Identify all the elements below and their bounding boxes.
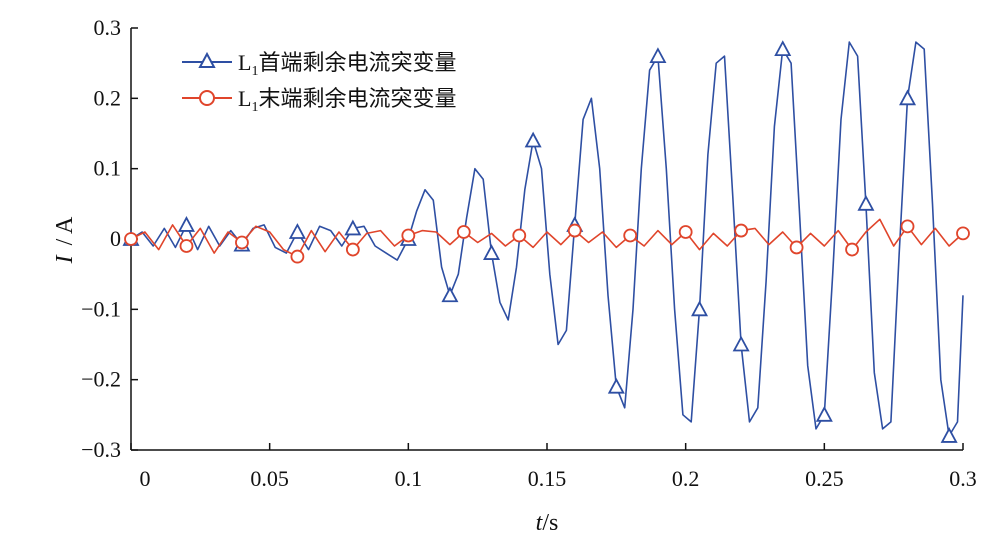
series-2-line xyxy=(130,218,964,258)
series-2-marker xyxy=(567,223,582,238)
series-1-marker xyxy=(288,223,306,239)
legend-2-rest: 末端剩余电流突变量 xyxy=(258,86,456,111)
series-1-marker xyxy=(483,244,501,260)
y-ticks: 0.3 0.2 0.1 0 −0.1 −0.2 −0.3 xyxy=(81,15,138,462)
series-1-marker xyxy=(899,89,917,106)
y-axis-unit: A xyxy=(52,216,78,234)
series-1-marker xyxy=(857,194,875,211)
plot-area: 0.30.20.10−0.1−0.2−0.3 0 0.05 0.1 0.15 0.2 0.… xyxy=(81,15,977,491)
series-1-marker xyxy=(815,405,833,422)
series-1-marker xyxy=(732,335,750,352)
y-axis-var: I xyxy=(52,254,78,264)
series-1-marker xyxy=(177,216,195,232)
x-axis-unit: s xyxy=(549,510,558,536)
series-layer xyxy=(122,40,970,443)
y-tick-label: 0.2 xyxy=(94,85,122,110)
legend-1-rest: 首端剩余电流突变量 xyxy=(258,50,456,75)
series-1-marker xyxy=(441,286,459,303)
series-2-marker xyxy=(900,219,915,234)
x-ticks: 0 0.05 0.1 0.15 0.2 0.25 0.3 xyxy=(130,443,977,491)
series-1-marker xyxy=(940,427,958,443)
x-axis-label: t/s xyxy=(536,510,559,536)
legend-entry-series-2: L1末端剩余电流突变量 xyxy=(182,86,456,115)
series-2-marker xyxy=(734,223,749,238)
legend-marker-triangle xyxy=(198,51,216,68)
legend-2-sub: 1 xyxy=(251,100,258,115)
x-tick-label: 0.3 xyxy=(949,466,977,491)
legend-label-series-2: L1末端剩余电流突变量 xyxy=(238,86,456,115)
y-axis-label: I / A xyxy=(52,216,78,264)
legend-marker-circle xyxy=(199,90,215,106)
x-axis-var: t xyxy=(536,510,544,536)
series-1-marker xyxy=(607,377,625,394)
y-tick-label: −0.2 xyxy=(81,367,121,392)
series-2-marker xyxy=(845,242,859,257)
series-1-marker xyxy=(774,40,792,56)
legend-1-sub: 1 xyxy=(251,64,258,79)
x-tick-label: 0.05 xyxy=(250,466,289,491)
series-2-marker xyxy=(124,232,138,246)
series-2-marker xyxy=(623,228,638,243)
series-1-marker xyxy=(524,131,542,148)
series-1-marker xyxy=(691,300,709,317)
series-2-marker xyxy=(456,225,471,239)
series-2-marker xyxy=(290,249,305,264)
series-2-marker xyxy=(512,228,527,243)
y-tick-label: −0.1 xyxy=(81,296,121,321)
y-tick-label: 0.1 xyxy=(94,156,122,181)
series-1-marker xyxy=(344,219,362,236)
y-tick-label: 0.3 xyxy=(94,15,122,40)
series-1-marker xyxy=(649,47,667,64)
series-2-marker xyxy=(345,242,360,257)
series-2-marker xyxy=(401,228,416,243)
x-tick-label: 0.2 xyxy=(672,466,700,491)
legend-1-main: L xyxy=(238,50,251,75)
legend-2-main: L xyxy=(238,86,251,111)
x-tick-label: 0.25 xyxy=(805,466,844,491)
series-2-marker xyxy=(678,225,693,239)
x-tick-label: 0.15 xyxy=(528,466,567,491)
y-tick-label: 0 xyxy=(110,226,121,251)
x-tick-label: 0 xyxy=(140,466,151,491)
legend: L1首端剩余电流突变量 L1末端剩余电流突变量 xyxy=(182,50,456,115)
series-2-marker xyxy=(235,235,249,250)
series-2-marker xyxy=(956,226,970,241)
legend-entry-series-1: L1首端剩余电流突变量 xyxy=(182,50,456,79)
legend-label-series-1: L1首端剩余电流突变量 xyxy=(238,50,456,79)
series-2-marker xyxy=(789,240,804,255)
x-tick-label: 0.1 xyxy=(395,466,423,491)
series-2-marker xyxy=(179,239,194,253)
y-tick-label: −0.3 xyxy=(81,437,121,462)
